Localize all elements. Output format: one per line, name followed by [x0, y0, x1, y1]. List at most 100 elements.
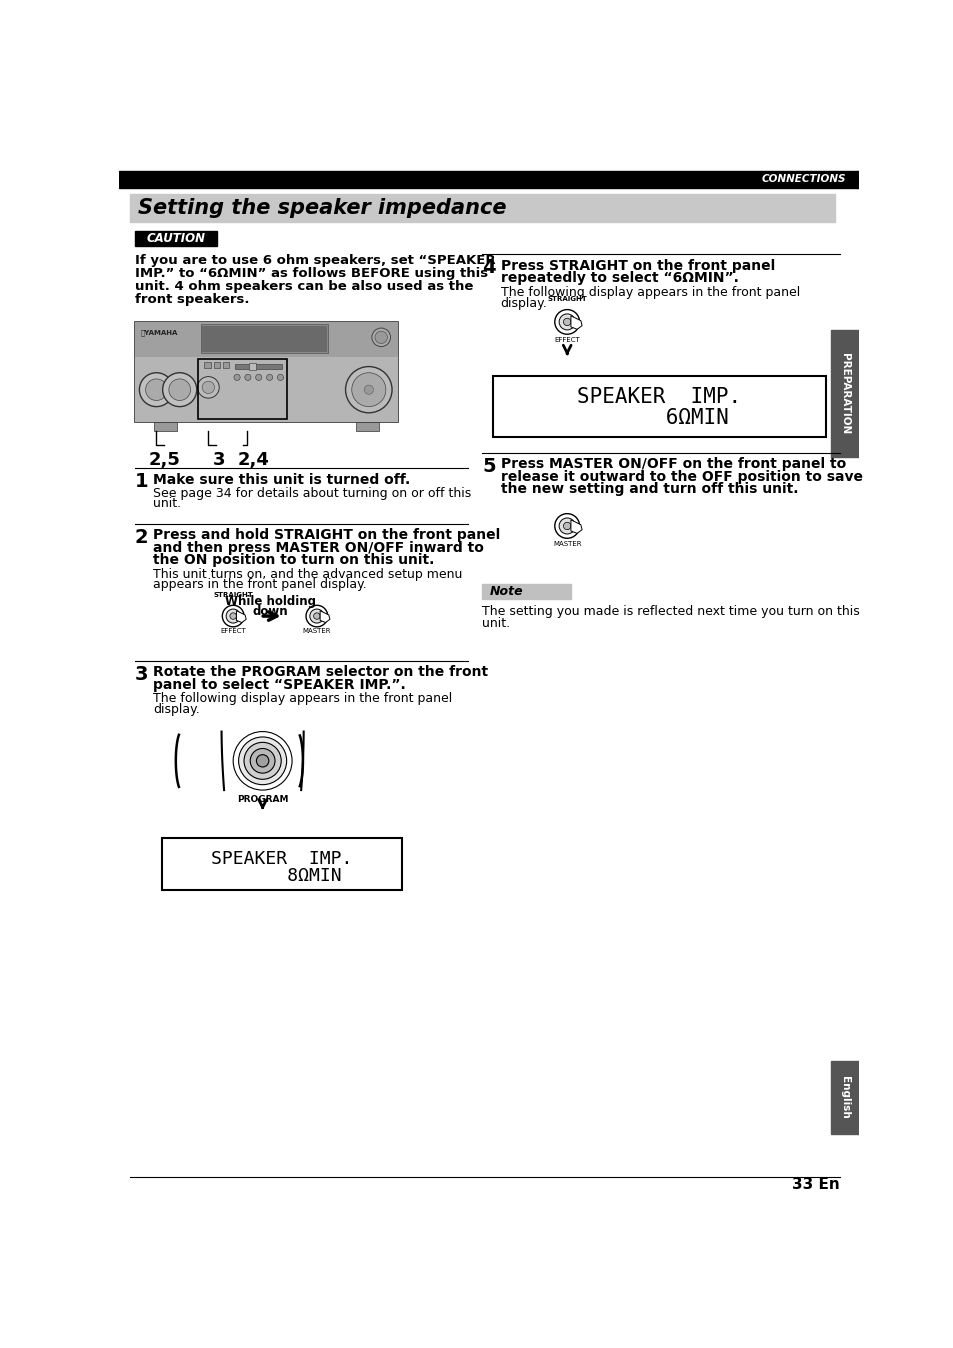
Polygon shape	[570, 315, 581, 329]
Polygon shape	[570, 520, 581, 534]
Circle shape	[558, 518, 575, 534]
Text: down: down	[253, 605, 288, 619]
Circle shape	[314, 613, 320, 619]
Text: Rotate the PROGRAM selector on the front: Rotate the PROGRAM selector on the front	[153, 666, 488, 679]
Text: appears in the front panel display.: appears in the front panel display.	[153, 578, 367, 592]
Text: EFFECT: EFFECT	[554, 337, 579, 342]
Bar	[154, 422, 177, 431]
Text: This unit turns on, and the advanced setup menu: This unit turns on, and the advanced set…	[153, 568, 462, 581]
Text: 3: 3	[213, 452, 225, 469]
Text: Make sure this unit is turned off.: Make sure this unit is turned off.	[153, 473, 410, 487]
Text: 6ΩMIN: 6ΩMIN	[589, 408, 728, 429]
Text: The setting you made is reflected next time you turn on this: The setting you made is reflected next t…	[481, 605, 859, 619]
Circle shape	[250, 748, 274, 774]
Bar	[204, 363, 211, 368]
Polygon shape	[320, 611, 330, 623]
Circle shape	[245, 375, 251, 380]
Text: PREPARATION: PREPARATION	[839, 353, 849, 434]
Text: CONNECTIONS: CONNECTIONS	[760, 174, 845, 185]
Circle shape	[256, 755, 269, 767]
Text: front speakers.: front speakers.	[134, 294, 249, 306]
Text: 1: 1	[134, 472, 149, 491]
Circle shape	[139, 373, 173, 407]
Circle shape	[372, 328, 390, 346]
Text: IMP.” to “6ΩMIN” as follows BEFORE using this: IMP.” to “6ΩMIN” as follows BEFORE using…	[134, 267, 487, 280]
Text: the ON position to turn on this unit.: the ON position to turn on this unit.	[153, 553, 435, 568]
Circle shape	[277, 375, 283, 380]
Bar	[200, 325, 328, 353]
Polygon shape	[236, 611, 246, 623]
Text: 2,5: 2,5	[149, 452, 180, 469]
Text: unit.: unit.	[481, 617, 510, 630]
Text: panel to select “SPEAKER IMP.”.: panel to select “SPEAKER IMP.”.	[153, 678, 406, 692]
Text: While holding: While holding	[225, 594, 315, 608]
Circle shape	[222, 605, 244, 627]
Text: See page 34 for details about turning on or off this: See page 34 for details about turning on…	[153, 487, 471, 500]
Circle shape	[238, 737, 286, 785]
Circle shape	[306, 605, 328, 627]
Bar	[202, 326, 327, 352]
Bar	[249, 363, 255, 371]
Bar	[134, 322, 397, 357]
Bar	[119, 171, 858, 187]
Text: SPEAKER  IMP.: SPEAKER IMP.	[577, 387, 740, 407]
Circle shape	[352, 373, 385, 407]
Bar	[830, 330, 858, 457]
Circle shape	[345, 367, 392, 412]
Circle shape	[169, 379, 191, 400]
Text: The following display appears in the front panel: The following display appears in the fro…	[500, 286, 799, 299]
Text: Press STRAIGHT on the front panel: Press STRAIGHT on the front panel	[500, 259, 774, 272]
Text: the new setting and turn off this unit.: the new setting and turn off this unit.	[500, 483, 798, 496]
Bar	[134, 231, 216, 245]
Text: EFFECT: EFFECT	[220, 628, 246, 635]
Text: 2: 2	[134, 527, 149, 546]
Bar	[198, 359, 287, 419]
Circle shape	[364, 386, 373, 395]
Circle shape	[233, 375, 240, 380]
Text: The following display appears in the front panel: The following display appears in the fro…	[153, 693, 452, 705]
Bar	[481, 584, 571, 599]
Text: Press and hold STRAIGHT on the front panel: Press and hold STRAIGHT on the front pan…	[153, 528, 500, 542]
Text: CAUTION: CAUTION	[146, 232, 205, 245]
Circle shape	[162, 373, 196, 407]
Text: 5: 5	[481, 457, 495, 476]
Text: PROGRAM: PROGRAM	[236, 795, 288, 803]
Text: SPEAKER  IMP.: SPEAKER IMP.	[212, 851, 353, 868]
Bar	[134, 357, 397, 422]
Text: English: English	[839, 1076, 849, 1119]
Text: 2,4: 2,4	[237, 452, 270, 469]
Bar	[223, 363, 229, 368]
Circle shape	[310, 609, 324, 623]
Text: Setting the speaker impedance: Setting the speaker impedance	[137, 198, 506, 218]
Circle shape	[146, 379, 167, 400]
Circle shape	[255, 375, 261, 380]
Text: STRAIGHT: STRAIGHT	[213, 592, 253, 597]
Text: repeatedly to select “6ΩMIN”.: repeatedly to select “6ΩMIN”.	[500, 271, 738, 284]
Text: unit. 4 ohm speakers can be also used as the: unit. 4 ohm speakers can be also used as…	[134, 280, 473, 294]
Text: Note: Note	[489, 585, 523, 599]
Circle shape	[244, 743, 281, 779]
Circle shape	[266, 375, 273, 380]
Circle shape	[375, 332, 387, 344]
Text: unit.: unit.	[153, 497, 181, 511]
Bar	[213, 363, 220, 368]
Circle shape	[202, 381, 214, 394]
Text: ⓨYAMAHA: ⓨYAMAHA	[141, 330, 178, 336]
Text: release it outward to the OFF position to save: release it outward to the OFF position t…	[500, 469, 862, 484]
Text: 33 En: 33 En	[791, 1177, 840, 1192]
Bar	[134, 322, 397, 422]
Text: STRAIGHT: STRAIGHT	[547, 297, 586, 302]
Text: 3: 3	[134, 665, 148, 683]
Text: and then press MASTER ON/OFF inward to: and then press MASTER ON/OFF inward to	[153, 541, 484, 554]
Circle shape	[233, 732, 292, 790]
Circle shape	[563, 318, 570, 326]
Circle shape	[197, 376, 219, 398]
Text: MASTER: MASTER	[302, 628, 331, 635]
Bar	[355, 422, 378, 431]
Bar	[830, 1061, 858, 1134]
Circle shape	[555, 310, 579, 334]
Text: Press MASTER ON/OFF on the front panel to: Press MASTER ON/OFF on the front panel t…	[500, 457, 845, 472]
Text: display.: display.	[500, 297, 547, 310]
Circle shape	[226, 609, 240, 623]
Text: display.: display.	[153, 704, 200, 716]
